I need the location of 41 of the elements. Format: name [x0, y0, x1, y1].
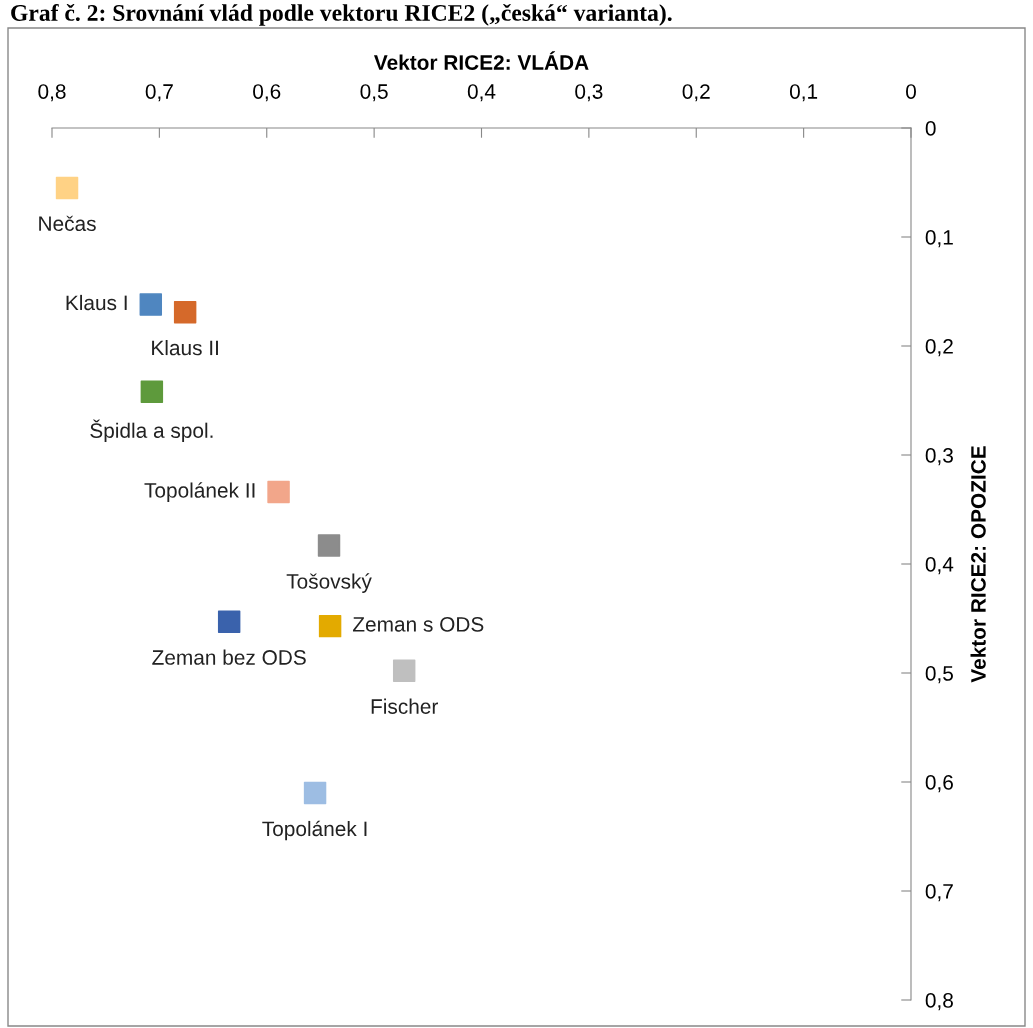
y-tick-label: 0,5 — [925, 666, 953, 684]
x-tick-label: 0,8 — [38, 84, 66, 102]
y-tick-label: 0,7 — [925, 884, 953, 902]
point — [317, 534, 341, 557]
x-axis-title: Vektor RICE2: VLÁDA — [373, 51, 589, 70]
x-tick-label: 0,3 — [575, 84, 603, 102]
x-tick-label: 0,4 — [467, 84, 496, 102]
series-label: Topolánek I — [262, 820, 367, 841]
y-axis-title: Vektor RICE2: OPOZICE — [970, 446, 986, 683]
point — [267, 480, 290, 504]
series-label: Klaus I — [66, 294, 127, 311]
point — [140, 380, 164, 404]
series-label: Špidla a spol. — [90, 419, 213, 443]
point — [173, 300, 197, 324]
series-label: Tošovský — [286, 573, 372, 593]
y-tick-label: 0,8 — [925, 993, 953, 1011]
x-tick-label: 0,1 — [789, 84, 818, 102]
chart-title: Graf č. 2: Srovnání vlád podle vektoru RICE2 („česká“ varianta). — [11, 4, 672, 26]
y-tick-label: 0,1 — [925, 230, 953, 248]
x-tick-label: 0,6 — [253, 84, 281, 102]
x-tick-label: 0,7 — [145, 84, 173, 102]
series-label: Topolánek II — [144, 482, 255, 502]
series-label: Zeman s ODS — [352, 616, 484, 632]
point — [303, 781, 327, 805]
y-tick-label: 0,6 — [925, 775, 953, 793]
point — [392, 659, 416, 683]
y-tick-label: 0,4 — [925, 557, 954, 575]
series-label: Klaus II — [152, 339, 218, 356]
x-tick-label: 0,2 — [682, 84, 710, 102]
series-label: Zeman bez ODS — [152, 649, 306, 665]
y-tick-label: 0,2 — [925, 339, 953, 357]
point — [318, 614, 342, 638]
series-label: Nečas — [39, 215, 96, 232]
x-tick-label: 0,5 — [360, 84, 388, 102]
x-tick-label: 0 — [906, 84, 916, 99]
y-tick-label: 0 — [925, 121, 936, 136]
point — [217, 610, 241, 633]
series-label: Fischer — [371, 698, 438, 714]
y-tick-label: 0,3 — [925, 448, 953, 466]
point — [55, 176, 79, 200]
point — [139, 293, 163, 316]
